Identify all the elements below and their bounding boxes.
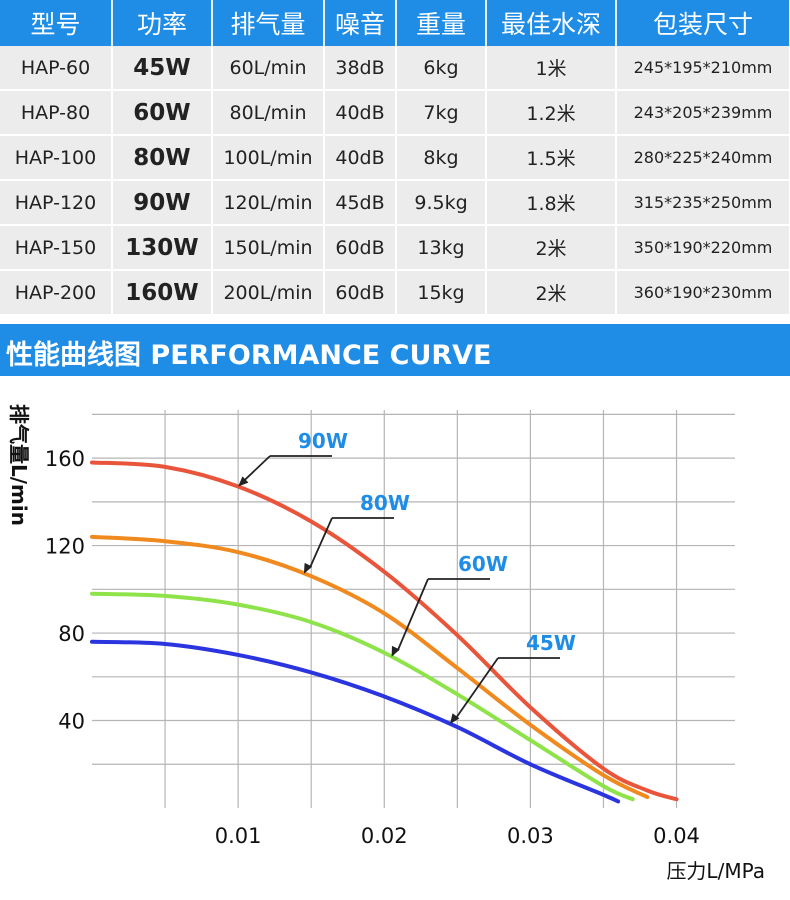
- cell-noise: 40dB: [324, 135, 397, 181]
- series-line-90W: [90, 460, 679, 802]
- table-row: HAP-200 160W 200L/min 60dB 15kg 2米 360*1…: [0, 270, 790, 316]
- cell-package: 280*225*240mm: [616, 135, 790, 181]
- cell-depth: 2米: [486, 225, 617, 271]
- y-tick-label: 40: [58, 710, 85, 734]
- callout-arrow-head: [303, 562, 313, 574]
- x-tick-label: 0.02: [361, 824, 408, 848]
- cell-noise: 45dB: [324, 180, 397, 226]
- cell-airflow: 60L/min: [212, 46, 325, 91]
- callout-90W: 90W: [238, 429, 348, 487]
- series-label-90W: 90W: [298, 429, 348, 453]
- table-row: HAP-100 80W 100L/min 40dB 8kg 1.5米 280*2…: [0, 135, 790, 181]
- table-row: HAP-60 45W 60L/min 38dB 6kg 1米 245*195*2…: [0, 46, 790, 91]
- cell-model: HAP-80: [0, 90, 113, 136]
- series-label-45W: 45W: [526, 631, 576, 655]
- callout-arrow-line: [455, 657, 499, 719]
- table-row: HAP-150 130W 150L/min 60dB 13kg 2米 350*1…: [0, 225, 790, 271]
- cell-weight: 6kg: [396, 46, 487, 91]
- cell-weight: 8kg: [396, 135, 487, 181]
- cell-depth: 2米: [486, 270, 617, 316]
- cell-depth: 1.8米: [486, 180, 617, 226]
- chart-callouts: 90W 80W 60W 45W: [238, 429, 576, 725]
- y-axis-title: 排气量L/min: [7, 404, 31, 526]
- header-model: 型号: [0, 0, 113, 46]
- cell-airflow: 150L/min: [212, 225, 325, 271]
- callout-arrow-line: [396, 578, 429, 652]
- callout-arrow-line: [309, 517, 333, 569]
- header-weight: 重量: [396, 0, 487, 46]
- cell-power: 130W: [112, 225, 213, 271]
- table-row: HAP-120 90W 120L/min 45dB 9.5kg 1.8米 315…: [0, 180, 790, 226]
- cell-model: HAP-200: [0, 270, 113, 316]
- cell-power: 160W: [112, 270, 213, 316]
- callout-arrow-head: [450, 713, 460, 725]
- cell-weight: 7kg: [396, 90, 487, 136]
- callout-arrow-head: [238, 476, 249, 487]
- cell-noise: 60dB: [324, 270, 397, 316]
- chart-grid: [92, 410, 735, 808]
- cell-package: 245*195*210mm: [616, 46, 790, 91]
- y-axis-label: 排气量L/min: [7, 404, 31, 526]
- cell-airflow: 120L/min: [212, 180, 325, 226]
- cell-airflow: 200L/min: [212, 270, 325, 316]
- header-power: 功率: [112, 0, 213, 46]
- chart-curves: [90, 460, 679, 804]
- series-line-45W: [90, 639, 621, 804]
- cell-airflow: 80L/min: [212, 90, 325, 136]
- cell-model: HAP-150: [0, 225, 113, 271]
- performance-curve-banner: 性能曲线图 PERFORMANCE CURVE: [0, 324, 790, 376]
- callout-60W: 60W: [391, 552, 508, 657]
- callout-45W: 45W: [450, 631, 576, 725]
- header-airflow: 排气量: [212, 0, 325, 46]
- cell-power: 90W: [112, 180, 213, 226]
- header-package: 包装尺寸: [616, 0, 790, 46]
- cell-package: 315*235*250mm: [616, 180, 790, 226]
- cell-depth: 1.2米: [486, 90, 617, 136]
- x-tick-label: 0.01: [215, 824, 262, 848]
- cell-noise: 60dB: [324, 225, 397, 271]
- header-depth: 最佳水深: [486, 0, 617, 46]
- callout-80W: 80W: [303, 491, 410, 574]
- series-line-60W: [90, 591, 635, 802]
- cell-depth: 1.5米: [486, 135, 617, 181]
- cell-power: 60W: [112, 90, 213, 136]
- x-tick-label: 0.03: [507, 824, 554, 848]
- cell-model: HAP-120: [0, 180, 113, 226]
- x-axis-title: 压力L/MPa: [666, 859, 765, 883]
- cell-airflow: 100L/min: [212, 135, 325, 181]
- callout-arrow-head: [391, 645, 400, 657]
- header-noise: 噪音: [324, 0, 397, 46]
- cell-package: 350*190*220mm: [616, 225, 790, 271]
- cell-model: HAP-100: [0, 135, 113, 181]
- series-label-80W: 80W: [360, 491, 410, 515]
- cell-noise: 40dB: [324, 90, 397, 136]
- cell-model: HAP-60: [0, 46, 113, 91]
- cell-weight: 9.5kg: [396, 180, 487, 226]
- cell-package: 360*190*230mm: [616, 270, 790, 316]
- y-tick-label: 120: [45, 535, 85, 559]
- series-label-60W: 60W: [458, 552, 508, 576]
- chart-ticks: 0.01 0.02 0.03 0.04 40 80 120 160: [45, 447, 700, 848]
- y-tick-label: 80: [58, 622, 85, 646]
- cell-weight: 15kg: [396, 270, 487, 316]
- y-tick-label: 160: [45, 447, 85, 471]
- spec-table: 型号 功率 排气量 噪音 重量 最佳水深 包装尺寸 HAP-60 45W 60L…: [0, 0, 790, 316]
- cell-depth: 1米: [486, 46, 617, 91]
- x-tick-label: 0.04: [653, 824, 700, 848]
- cell-package: 243*205*239mm: [616, 90, 790, 136]
- banner-title: 性能曲线图 PERFORMANCE CURVE: [6, 340, 492, 371]
- table-header-row: 型号 功率 排气量 噪音 重量 最佳水深 包装尺寸: [0, 0, 790, 46]
- table-row: HAP-80 60W 80L/min 40dB 7kg 1.2米 243*205…: [0, 90, 790, 136]
- cell-power: 80W: [112, 135, 213, 181]
- cell-power: 45W: [112, 46, 213, 91]
- cell-weight: 13kg: [396, 225, 487, 271]
- callout-arrow-line: [243, 455, 271, 482]
- cell-noise: 38dB: [324, 46, 397, 91]
- series-line-80W: [90, 534, 650, 800]
